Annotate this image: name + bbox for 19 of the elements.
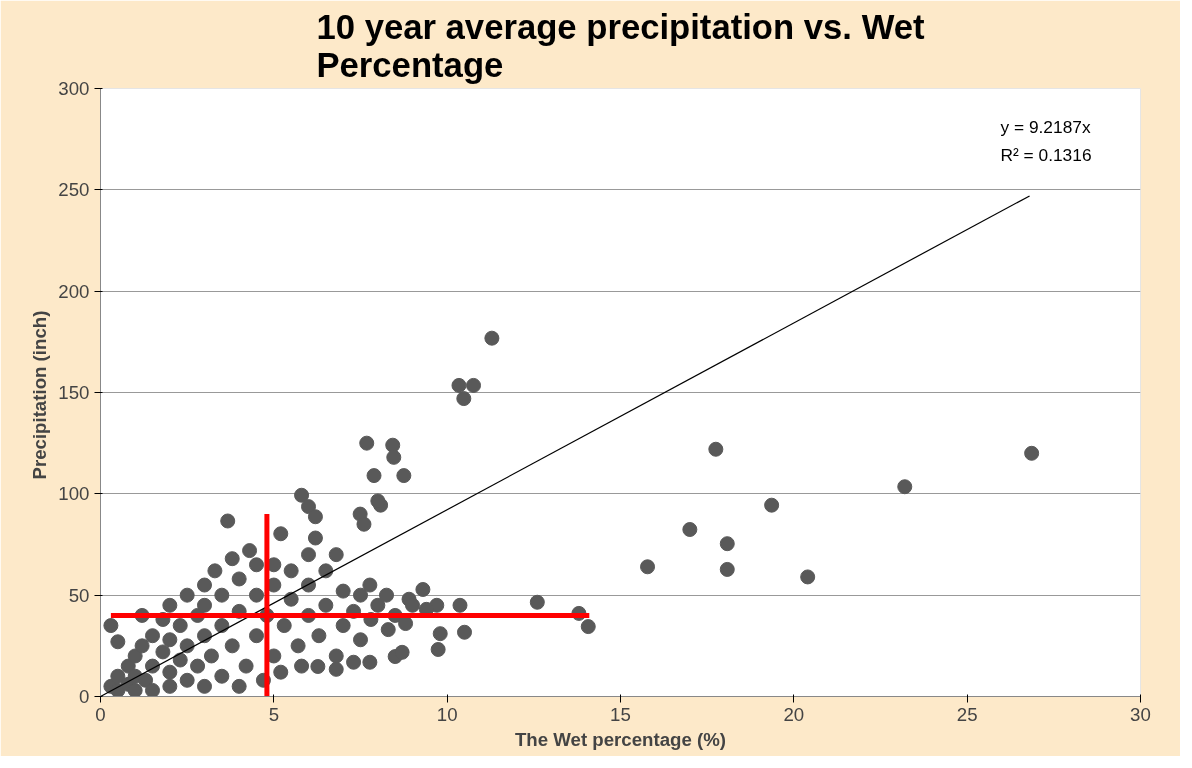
x-tick-label: 10 bbox=[436, 703, 458, 725]
y-tick-label: 0 bbox=[79, 686, 90, 707]
y-tick-label: 100 bbox=[58, 483, 90, 505]
x-axis-title: The Wet percentage (%) bbox=[514, 728, 727, 750]
y-tick-label: 300 bbox=[58, 78, 90, 99]
annotation: y = 9.2187x bbox=[1000, 116, 1091, 137]
annotation: R² = 0.1316 bbox=[1000, 144, 1092, 165]
x-tick-label: 5 bbox=[268, 703, 280, 725]
y-tick-label: 200 bbox=[58, 280, 90, 302]
x-tick-label: 20 bbox=[783, 703, 805, 725]
x-tick-label: 30 bbox=[1130, 703, 1151, 725]
x-tick-label: 25 bbox=[956, 703, 978, 725]
x-tick-label: 0 bbox=[95, 703, 106, 725]
x-tick-label: 15 bbox=[610, 703, 631, 725]
y-axis-title: Precipitation (inch) bbox=[29, 310, 51, 480]
y-tick-label: 250 bbox=[58, 179, 90, 201]
y-tick-label: 50 bbox=[68, 584, 90, 606]
y-tick-label: 150 bbox=[58, 382, 90, 403]
chart-title: 10 year average precipitation vs. Wet Percentage bbox=[316, 7, 925, 84]
